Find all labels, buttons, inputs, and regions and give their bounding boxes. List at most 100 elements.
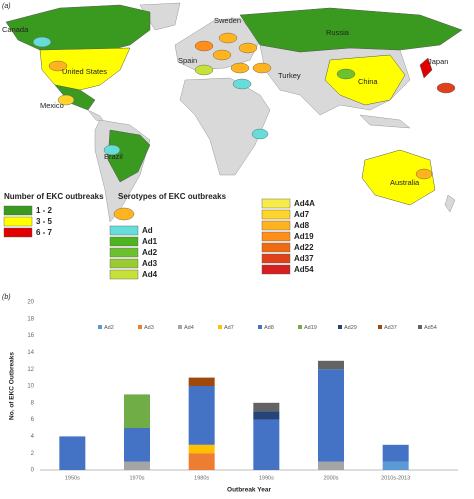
- legend-label: Ad8: [264, 325, 274, 331]
- pie: [238, 42, 258, 54]
- legend-pie: [113, 207, 135, 221]
- legend-label: Ad3: [144, 325, 154, 331]
- legend-swatch: [418, 325, 422, 329]
- country-label: Sweden: [214, 16, 241, 25]
- bar-segment: [318, 369, 344, 462]
- legend-title: Number of EKC outbreaks: [4, 192, 104, 201]
- legend-label: Ad8: [294, 221, 310, 230]
- legend-label: Ad7: [294, 210, 310, 219]
- pie: [194, 64, 214, 76]
- pie: [336, 68, 356, 80]
- australia: [361, 149, 436, 206]
- legend-label: Ad19: [294, 232, 314, 241]
- bar-segment: [188, 386, 215, 445]
- bar-segment: [124, 428, 150, 462]
- bar-segment: [253, 419, 280, 470]
- bar-segment: [188, 453, 215, 470]
- legend-swatch: [178, 325, 182, 329]
- bar-segment: [59, 436, 86, 470]
- pie: [436, 82, 456, 94]
- panel-label: (a): [2, 3, 11, 10]
- legend-label: 3 - 5: [36, 217, 53, 226]
- legend-swatch: [3, 205, 33, 216]
- bar-segment: [124, 461, 150, 470]
- country-labels: Canada Sweden Russia United States Spain Turk…: [2, 16, 448, 187]
- x-axis-label: Outbreak Year: [227, 487, 271, 494]
- y-tick-label: 18: [27, 316, 34, 322]
- legend-label: Ad: [142, 226, 153, 235]
- legend-label: Ad7: [224, 325, 234, 331]
- legend-swatch: [298, 325, 302, 329]
- x-tick-label: 1990s: [259, 475, 274, 481]
- bar-segment: [382, 461, 409, 470]
- africa: [179, 77, 271, 176]
- bar-segment: [188, 444, 215, 454]
- x-tick-label: 1980s: [194, 475, 209, 481]
- pie: [57, 94, 75, 106]
- legend-label: Ad1: [142, 237, 158, 246]
- brazil: [107, 129, 151, 183]
- pie: [48, 60, 68, 72]
- y-tick-label: 14: [27, 350, 34, 356]
- legend-swatch: [218, 325, 222, 329]
- legend-swatch: [261, 242, 291, 253]
- legend-label: Ad2: [142, 248, 158, 257]
- legend-label: Ad3: [142, 259, 158, 268]
- japan: [419, 57, 433, 79]
- legend-swatch: [261, 231, 291, 242]
- country-label: Australia: [390, 178, 420, 187]
- y-tick-label: 4: [31, 434, 35, 440]
- bar-segment: [124, 394, 150, 428]
- country-label: Japan: [428, 57, 448, 66]
- legend-swatch: [261, 198, 291, 209]
- legend-label: Ad2: [104, 325, 114, 331]
- china: [324, 54, 406, 106]
- legend-title: Serotypes of EKC outbreaks: [118, 192, 227, 201]
- y-tick-label: 0: [31, 468, 35, 474]
- country-label: United States: [62, 67, 107, 76]
- y-tick-label: 12: [27, 367, 34, 373]
- legend-swatch: [261, 253, 291, 264]
- country-label: China: [358, 77, 378, 86]
- legend-label: Ad4: [142, 270, 158, 279]
- pie-markers: [32, 32, 456, 180]
- bar-segment: [253, 402, 280, 412]
- legend-swatch: [109, 258, 139, 269]
- legend-swatch: [338, 325, 342, 329]
- legend-swatch: [258, 325, 262, 329]
- country-label: Canada: [2, 25, 29, 34]
- pie: [194, 40, 214, 52]
- x-tick-label: 2000s: [324, 475, 339, 481]
- pie: [251, 128, 269, 140]
- legend-swatch: [109, 225, 139, 236]
- x-tick-label: 1950s: [65, 475, 80, 481]
- legend-label: Ad37: [384, 325, 397, 331]
- pie: [230, 62, 250, 74]
- bar-segment: [188, 377, 215, 386]
- pie: [252, 62, 272, 74]
- new-zealand: [444, 194, 456, 213]
- country-label: Brazil: [104, 152, 123, 161]
- legend-label: Ad29: [344, 325, 357, 331]
- legend-label: Ad19: [304, 325, 317, 331]
- bar-segment: [382, 444, 409, 462]
- country-label: Russia: [326, 28, 350, 37]
- legend-swatch: [261, 264, 291, 275]
- y-tick-label: 16: [27, 333, 34, 339]
- x-tick-label: 2010s-2013: [381, 475, 410, 481]
- pie: [103, 144, 121, 156]
- legend-swatch: [109, 247, 139, 258]
- legend-swatch: [3, 216, 33, 227]
- y-tick-label: 20: [27, 300, 34, 306]
- country-label: Mexico: [40, 101, 64, 110]
- bar-chart: (b) 0 2 4 6 8 10 12 14 16 18 20 No. of EKC Outbreak…: [2, 294, 458, 494]
- europe: [174, 17, 261, 71]
- y-tick-label: 2: [31, 451, 35, 457]
- pie: [218, 32, 238, 44]
- y-tick-label: 6: [31, 417, 35, 423]
- legend-swatch: [378, 325, 382, 329]
- bar-segment: [318, 360, 344, 370]
- legend-swatch: [98, 325, 102, 329]
- legend-swatch: [109, 236, 139, 247]
- legend-label: 6 - 7: [36, 228, 53, 237]
